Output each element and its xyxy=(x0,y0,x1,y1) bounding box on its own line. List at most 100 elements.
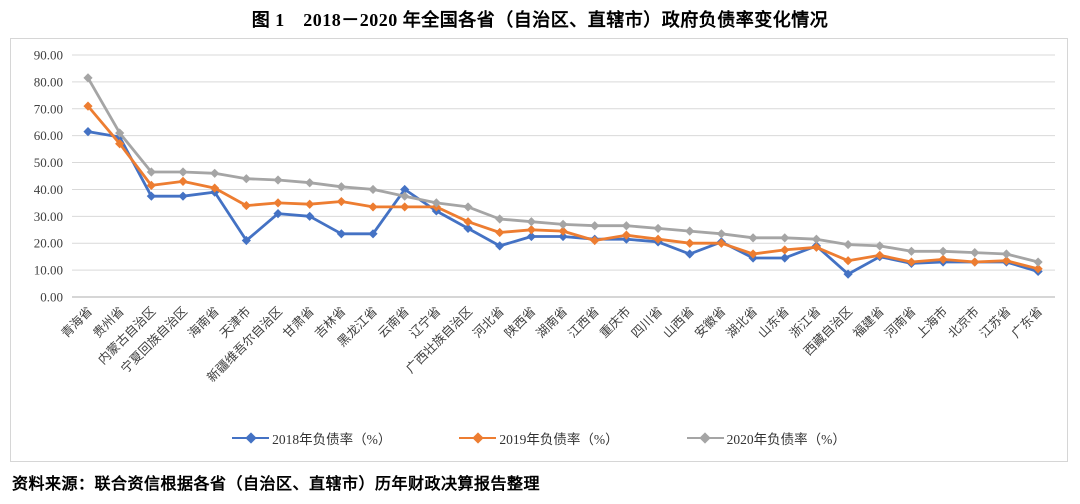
data-point-marker xyxy=(368,184,378,195)
chart-area: 0.00 10.00 20.00 30.00 40.00 50.00 60.00 70.00 8… xyxy=(10,38,1068,462)
data-point-marker xyxy=(558,231,568,242)
legend-line-diamond-icon xyxy=(686,432,724,444)
data-point-marker xyxy=(178,191,188,201)
x-axis-tick-label: 安徽省 xyxy=(691,304,728,341)
data-point-marker xyxy=(463,217,473,227)
data-point-marker xyxy=(938,254,948,264)
series-line-2018 xyxy=(87,130,1039,276)
data-point-marker xyxy=(368,229,378,239)
data-point-marker xyxy=(115,128,125,138)
data-point-marker xyxy=(558,226,568,236)
x-axis-tick-label: 江苏省 xyxy=(976,304,1013,341)
x-axis-tick-label: 甘肃省 xyxy=(280,304,316,340)
data-point-marker xyxy=(906,246,917,256)
data-point-marker xyxy=(558,219,568,229)
data-point-marker xyxy=(146,180,156,191)
data-point-marker xyxy=(780,233,790,243)
legend-line-diamond-icon xyxy=(232,432,270,444)
series-line-2019 xyxy=(86,105,1039,271)
x-axis-tick-label: 湖北省 xyxy=(723,304,760,341)
y-axis-tick-label: 40.00 xyxy=(34,182,63,197)
data-point-marker xyxy=(400,202,410,212)
legend-label: 2018年负债率（%） xyxy=(272,432,392,447)
data-point-marker xyxy=(305,178,315,188)
data-point-marker xyxy=(336,182,346,192)
data-point-marker xyxy=(146,191,156,201)
data-point-marker xyxy=(843,269,853,279)
data-point-marker xyxy=(970,257,980,267)
data-point-marker xyxy=(495,227,505,238)
data-point-marker xyxy=(178,167,188,177)
data-point-marker xyxy=(875,250,885,260)
x-axis-tick-label: 山东省 xyxy=(755,304,791,340)
x-axis-tick-label: 海南省 xyxy=(185,304,222,341)
data-point-marker xyxy=(780,253,790,263)
x-axis-tick-label: 上海市 xyxy=(913,304,950,341)
data-point-marker xyxy=(273,198,283,208)
data-point-marker xyxy=(463,223,473,234)
data-point-marker xyxy=(621,230,631,240)
data-point-marker xyxy=(811,242,822,252)
data-point-marker xyxy=(210,168,220,178)
data-point-marker xyxy=(811,234,822,244)
legend-item-2018: 2018年负债率（%） xyxy=(232,428,391,448)
data-point-marker xyxy=(1033,264,1043,274)
y-axis-tick-label: 10.00 xyxy=(34,263,63,278)
x-axis-tick-label: 青海省 xyxy=(58,304,95,341)
y-axis-tick-label: 0.00 xyxy=(40,290,63,305)
data-point-marker xyxy=(336,229,346,239)
x-axis-tick-label: 河北省 xyxy=(470,304,506,340)
data-point-marker xyxy=(780,245,790,255)
x-axis-tick-label: 广东省 xyxy=(1009,304,1045,340)
data-point-marker xyxy=(653,234,663,244)
data-point-marker xyxy=(305,199,315,209)
x-axis-tick-label: 陕西省 xyxy=(501,304,538,341)
data-point-marker xyxy=(748,233,758,243)
y-axis-tick-label: 20.00 xyxy=(34,236,63,251)
data-point-marker xyxy=(1033,257,1043,267)
y-axis-tick-label: 90.00 xyxy=(34,47,63,62)
data-point-marker xyxy=(146,167,156,177)
legend-line-diamond-icon xyxy=(459,432,497,444)
x-axis-tick-label: 北京市 xyxy=(945,304,982,341)
data-point-marker xyxy=(590,235,600,246)
data-point-marker xyxy=(590,221,600,231)
line-chart: 0.00 10.00 20.00 30.00 40.00 50.00 60.00 70.00 8… xyxy=(34,47,1055,385)
data-point-marker xyxy=(273,209,283,219)
data-point-marker xyxy=(210,183,220,193)
legend-item-2019: 2019年负债率（%） xyxy=(459,428,619,448)
data-point-marker xyxy=(495,241,505,251)
data-point-marker xyxy=(241,235,251,246)
data-point-marker xyxy=(938,246,948,256)
data-point-marker xyxy=(305,211,315,221)
data-point-marker xyxy=(241,200,251,211)
data-point-marker xyxy=(748,249,758,259)
data-point-marker xyxy=(970,248,980,258)
data-point-marker xyxy=(83,73,93,83)
data-point-marker xyxy=(716,229,726,239)
y-axis-tick-label: 50.00 xyxy=(34,155,63,170)
data-point-marker xyxy=(431,198,441,208)
data-point-marker xyxy=(115,139,125,149)
x-axis-tick-label: 云南省 xyxy=(375,304,412,341)
data-point-marker xyxy=(685,249,695,259)
y-axis-tick-label: 60.00 xyxy=(34,128,63,143)
legend-label: 2020年负债率（%） xyxy=(726,432,846,447)
data-point-marker xyxy=(653,223,663,234)
x-axis-tick-label: 四川省 xyxy=(629,304,665,340)
data-point-marker xyxy=(621,221,631,231)
chart-legend: 2018年负债率（%） 2019年负债率（%） 2020年负债率（%） xyxy=(11,428,1067,448)
data-point-marker xyxy=(83,127,93,137)
data-point-marker xyxy=(241,174,251,184)
data-point-marker xyxy=(400,184,410,195)
data-point-marker xyxy=(716,238,726,248)
data-point-marker xyxy=(526,217,536,227)
legend-item-2020: 2020年负债率（%） xyxy=(686,428,846,448)
data-point-marker xyxy=(463,202,473,212)
data-point-marker xyxy=(685,238,695,248)
x-axis-tick-label: 河南省 xyxy=(881,304,918,341)
y-axis-tick-label: 70.00 xyxy=(34,101,63,116)
data-point-marker xyxy=(685,226,695,236)
x-axis-tick-label: 重庆市 xyxy=(596,304,633,341)
data-point-marker xyxy=(400,191,410,201)
